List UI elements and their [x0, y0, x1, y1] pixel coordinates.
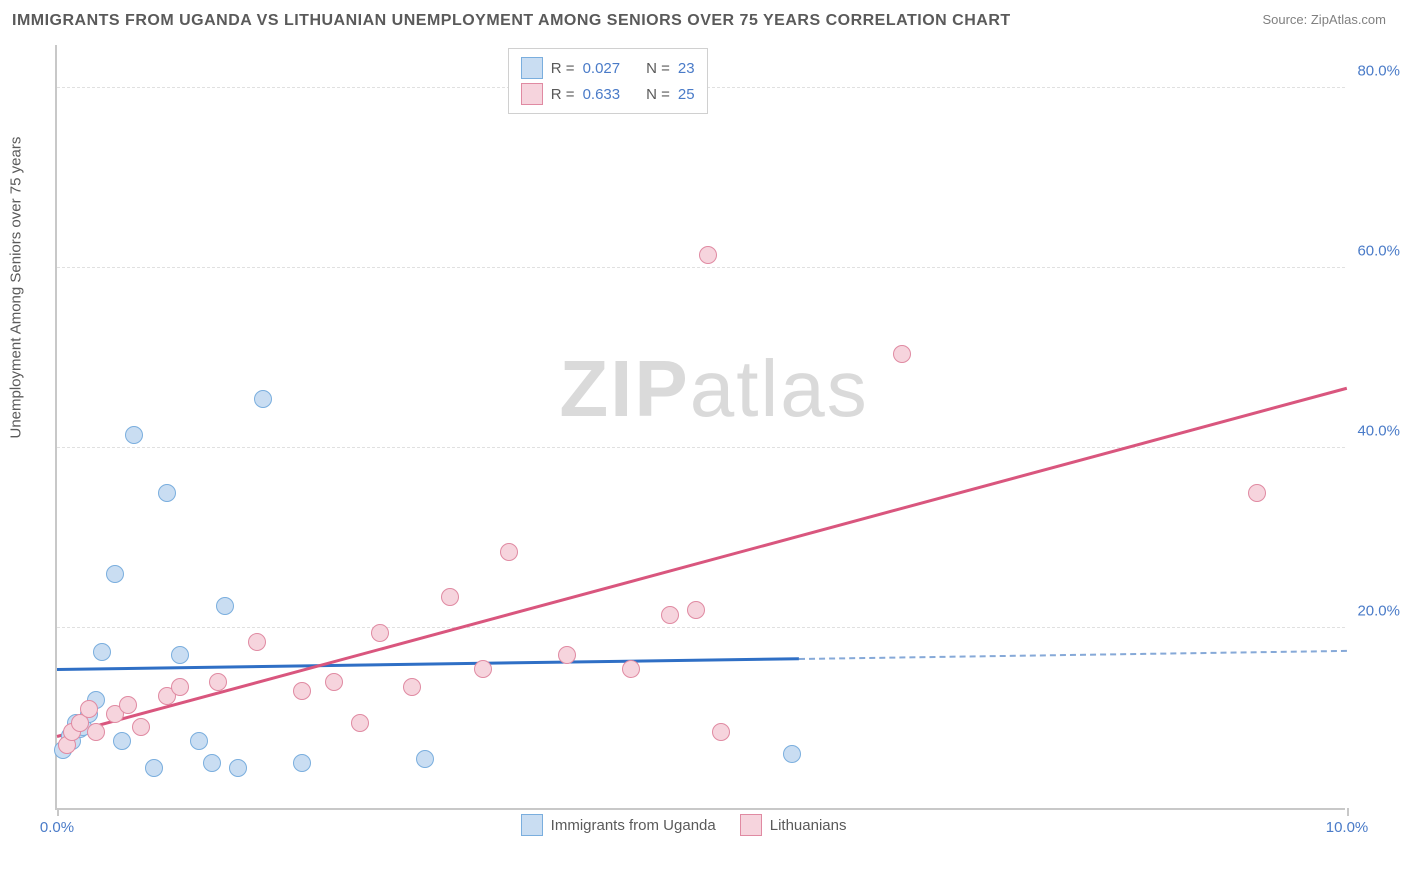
n-value: 23: [678, 60, 695, 77]
data-point: [699, 246, 717, 264]
data-point: [325, 673, 343, 691]
n-label: N =: [646, 86, 670, 103]
legend-series-item: Immigrants from Uganda: [521, 814, 716, 836]
x-tick-mark: [57, 808, 59, 816]
data-point: [125, 426, 143, 444]
legend-swatch: [740, 814, 762, 836]
data-point: [351, 714, 369, 732]
data-point: [216, 597, 234, 615]
data-point: [293, 754, 311, 772]
n-value: 25: [678, 86, 695, 103]
data-point: [80, 700, 98, 718]
data-point: [203, 754, 221, 772]
y-tick-label: 80.0%: [1357, 63, 1400, 80]
data-point: [190, 732, 208, 750]
data-point: [474, 660, 492, 678]
gridline-h: [57, 447, 1345, 448]
legend-stat-row: R = 0.633 N = 25: [521, 81, 695, 107]
y-tick-label: 20.0%: [1357, 603, 1400, 620]
data-point: [1248, 484, 1266, 502]
watermark-atlas: atlas: [690, 344, 869, 433]
trend-line: [57, 387, 1348, 738]
data-point: [783, 745, 801, 763]
r-value: 0.633: [583, 86, 621, 103]
data-point: [893, 345, 911, 363]
r-label: R =: [551, 60, 575, 77]
data-point: [371, 624, 389, 642]
data-point: [158, 484, 176, 502]
data-point: [171, 646, 189, 664]
y-axis-label: Unemployment Among Seniors over 75 years: [8, 137, 25, 439]
data-point: [209, 673, 227, 691]
data-point: [500, 543, 518, 561]
legend-swatch: [521, 814, 543, 836]
r-label: R =: [551, 86, 575, 103]
data-point: [132, 718, 150, 736]
data-point: [93, 643, 111, 661]
legend-series-item: Lithuanians: [740, 814, 847, 836]
data-point: [87, 723, 105, 741]
gridline-h: [57, 627, 1345, 628]
data-point: [229, 759, 247, 777]
legend-series: Immigrants from Uganda Lithuanians: [521, 814, 847, 836]
gridline-h: [57, 267, 1345, 268]
data-point: [712, 723, 730, 741]
source-attribution: Source: ZipAtlas.com: [1262, 12, 1386, 27]
r-value: 0.027: [583, 60, 621, 77]
legend-series-label: Lithuanians: [770, 817, 847, 834]
data-point: [254, 390, 272, 408]
data-point: [416, 750, 434, 768]
data-point: [293, 682, 311, 700]
data-point: [106, 565, 124, 583]
data-point: [171, 678, 189, 696]
trend-line: [799, 650, 1347, 660]
x-tick-label: 0.0%: [40, 819, 74, 836]
watermark-zip: ZIP: [559, 344, 689, 433]
legend-series-label: Immigrants from Uganda: [551, 817, 716, 834]
data-point: [248, 633, 266, 651]
n-label: N =: [646, 60, 670, 77]
source-value: ZipAtlas.com: [1311, 12, 1386, 27]
legend-swatch: [521, 83, 543, 105]
data-point: [687, 601, 705, 619]
legend-swatch: [521, 57, 543, 79]
watermark: ZIPatlas: [559, 343, 868, 435]
y-tick-label: 40.0%: [1357, 423, 1400, 440]
y-tick-label: 60.0%: [1357, 243, 1400, 260]
x-tick-label: 10.0%: [1326, 819, 1369, 836]
data-point: [441, 588, 459, 606]
x-tick-mark: [1347, 808, 1349, 816]
data-point: [403, 678, 421, 696]
data-point: [622, 660, 640, 678]
chart-title: IMMIGRANTS FROM UGANDA VS LITHUANIAN UNE…: [12, 12, 1011, 30]
data-point: [661, 606, 679, 624]
data-point: [558, 646, 576, 664]
legend-stats: R = 0.027 N = 23 R = 0.633 N = 25: [508, 48, 708, 114]
data-point: [113, 732, 131, 750]
data-point: [119, 696, 137, 714]
legend-stat-row: R = 0.027 N = 23: [521, 55, 695, 81]
trend-line: [57, 657, 799, 671]
data-point: [145, 759, 163, 777]
source-label: Source:: [1262, 12, 1310, 27]
plot-area: ZIPatlas 20.0%40.0%60.0%80.0%0.0%10.0% R…: [55, 45, 1345, 810]
